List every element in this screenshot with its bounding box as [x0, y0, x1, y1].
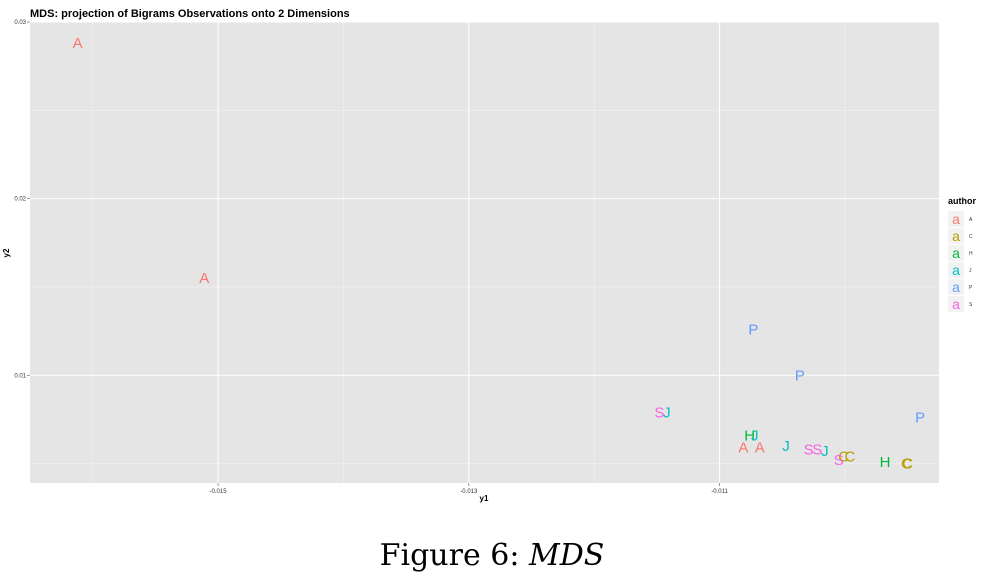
legend-key-bg [948, 279, 964, 295]
legend-key-p: a [952, 279, 960, 295]
legend-label-a: A [969, 217, 973, 223]
y-axis-label: y2 [2, 248, 11, 257]
data-point-a: A [755, 440, 765, 457]
x-tick-label: -0.013 [460, 489, 478, 495]
x-axis-label: y1 [480, 494, 489, 503]
legend-label-s: S [969, 302, 973, 308]
major-gridlines [30, 21, 939, 483]
legend-key-bg [948, 211, 964, 227]
legend-key-bg [948, 262, 964, 278]
legend-key-s: a [952, 296, 960, 312]
data-point-a: A [738, 440, 748, 457]
y-tick-label: 0.02 [14, 197, 26, 203]
data-point-s: S [654, 404, 664, 421]
caption-name: MDS [528, 538, 605, 573]
legend-label-c: C [969, 234, 973, 240]
data-point-p: P [915, 410, 925, 427]
x-tick-label: -0.011 [711, 489, 728, 495]
legend-label-h: H [969, 251, 973, 257]
data-point-s: S [812, 441, 822, 458]
minor-gridlines [30, 22, 939, 483]
data-point-p: P [748, 321, 758, 338]
legend-label-j: J [969, 268, 972, 274]
data-point-c: C [902, 456, 913, 473]
legend: author a Aa Ca Ha Ja Pa S [948, 196, 976, 312]
figure-caption: Figure 6: MDS [0, 538, 984, 573]
data-point-j: J [663, 404, 671, 421]
data-point-c: C [845, 449, 856, 466]
data-point-s: S [834, 452, 844, 469]
legend-key-a: a [952, 211, 960, 227]
y-axis-ticks: 0.01 0.02 0.03 [14, 20, 30, 379]
y-tick-label: 0.01 [14, 373, 26, 379]
data-point-c: C [838, 449, 849, 466]
chart-title: MDS: projection of Bigrams Observations … [30, 8, 350, 20]
data-point-h: H [880, 454, 891, 471]
legend-key-c: a [952, 228, 960, 244]
y-tick-label: 0.03 [14, 20, 26, 26]
data-point-j: J [751, 427, 759, 444]
data-point-a: A [73, 35, 83, 52]
legend-label-p: P [969, 285, 973, 291]
legend-key-j: a [952, 262, 960, 278]
mds-scatter-chart: MDS: projection of Bigrams Observations … [2, 8, 976, 503]
legend-title: author [948, 196, 976, 206]
data-point-s: S [804, 441, 814, 458]
data-point-h: H [744, 427, 755, 444]
legend-key-h: a [952, 245, 960, 261]
data-point-j: J [782, 438, 790, 455]
caption-label: Figure 6: [379, 538, 520, 573]
plot-panel [30, 22, 939, 483]
data-point-c: C [901, 456, 912, 473]
legend-key-bg [948, 228, 964, 244]
x-tick-label: -0.015 [210, 489, 228, 495]
x-axis-ticks: -0.015 -0.013 -0.011 [210, 483, 729, 495]
legend-key-bg [948, 296, 964, 312]
data-point-p: P [795, 367, 805, 384]
legend-key-bg [948, 245, 964, 261]
data-point-a: A [199, 270, 209, 287]
data-point-j: J [821, 443, 829, 460]
